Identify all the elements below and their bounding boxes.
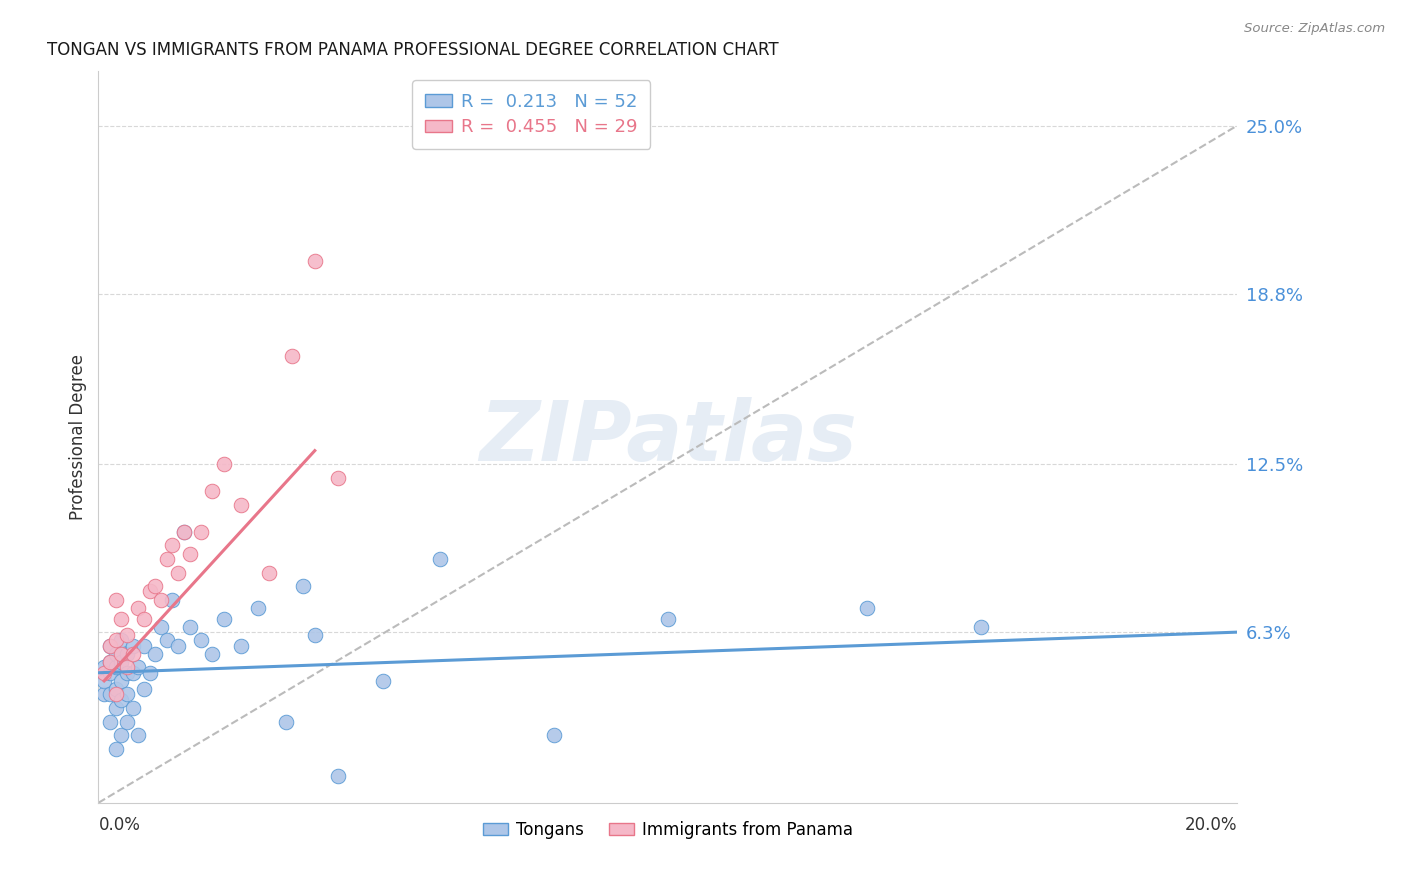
- Point: [970, 620, 993, 634]
- Point: [93, 665, 115, 680]
- Point: [156, 552, 179, 566]
- Point: [190, 633, 212, 648]
- Point: [93, 688, 115, 702]
- Point: [150, 592, 173, 607]
- Point: [292, 579, 315, 593]
- Point: [121, 647, 143, 661]
- Point: [127, 660, 149, 674]
- Point: [304, 628, 326, 642]
- Point: [104, 681, 127, 696]
- Point: [326, 769, 349, 783]
- Point: [145, 647, 167, 661]
- Point: [98, 665, 121, 680]
- Point: [373, 673, 395, 688]
- Point: [173, 524, 195, 539]
- Point: [127, 600, 149, 615]
- Text: 20.0%: 20.0%: [1185, 816, 1237, 834]
- Point: [281, 349, 304, 363]
- Point: [150, 620, 173, 634]
- Text: TONGAN VS IMMIGRANTS FROM PANAMA PROFESSIONAL DEGREE CORRELATION CHART: TONGAN VS IMMIGRANTS FROM PANAMA PROFESS…: [48, 41, 779, 59]
- Text: 0.0%: 0.0%: [98, 816, 141, 834]
- Point: [179, 620, 201, 634]
- Point: [162, 538, 184, 552]
- Point: [657, 611, 679, 625]
- Point: [276, 714, 298, 729]
- Point: [115, 714, 138, 729]
- Point: [110, 655, 132, 669]
- Point: [104, 592, 127, 607]
- Point: [429, 552, 451, 566]
- Point: [173, 524, 195, 539]
- Point: [201, 647, 224, 661]
- Point: [115, 688, 138, 702]
- Point: [110, 673, 132, 688]
- Point: [98, 639, 121, 653]
- Point: [98, 714, 121, 729]
- Point: [115, 660, 138, 674]
- Legend: Tongans, Immigrants from Panama: Tongans, Immigrants from Panama: [475, 814, 860, 846]
- Point: [156, 633, 179, 648]
- Point: [110, 693, 132, 707]
- Point: [98, 655, 121, 669]
- Point: [115, 647, 138, 661]
- Point: [104, 633, 127, 648]
- Point: [304, 254, 326, 268]
- Point: [104, 688, 127, 702]
- Point: [132, 639, 155, 653]
- Point: [326, 471, 349, 485]
- Point: [167, 566, 190, 580]
- Point: [167, 639, 190, 653]
- Point: [201, 484, 224, 499]
- Point: [104, 701, 127, 715]
- Point: [138, 584, 160, 599]
- Y-axis label: Professional Degree: Professional Degree: [69, 354, 87, 520]
- Point: [145, 579, 167, 593]
- Point: [132, 681, 155, 696]
- Point: [110, 728, 132, 742]
- Point: [190, 524, 212, 539]
- Point: [93, 673, 115, 688]
- Point: [543, 728, 565, 742]
- Text: ZIPatlas: ZIPatlas: [479, 397, 856, 477]
- Point: [93, 660, 115, 674]
- Text: Source: ZipAtlas.com: Source: ZipAtlas.com: [1244, 22, 1385, 36]
- Point: [856, 600, 879, 615]
- Point: [138, 665, 160, 680]
- Point: [212, 611, 235, 625]
- Point: [110, 611, 132, 625]
- Point: [127, 728, 149, 742]
- Point: [179, 547, 201, 561]
- Point: [115, 665, 138, 680]
- Point: [110, 647, 132, 661]
- Point: [229, 498, 252, 512]
- Point: [104, 741, 127, 756]
- Point: [115, 628, 138, 642]
- Point: [98, 639, 121, 653]
- Point: [246, 600, 269, 615]
- Point: [98, 688, 121, 702]
- Point: [212, 457, 235, 471]
- Point: [121, 665, 143, 680]
- Point: [132, 611, 155, 625]
- Point: [104, 647, 127, 661]
- Point: [121, 701, 143, 715]
- Point: [229, 639, 252, 653]
- Point: [110, 633, 132, 648]
- Point: [104, 660, 127, 674]
- Point: [259, 566, 281, 580]
- Point: [162, 592, 184, 607]
- Point: [98, 655, 121, 669]
- Point: [121, 639, 143, 653]
